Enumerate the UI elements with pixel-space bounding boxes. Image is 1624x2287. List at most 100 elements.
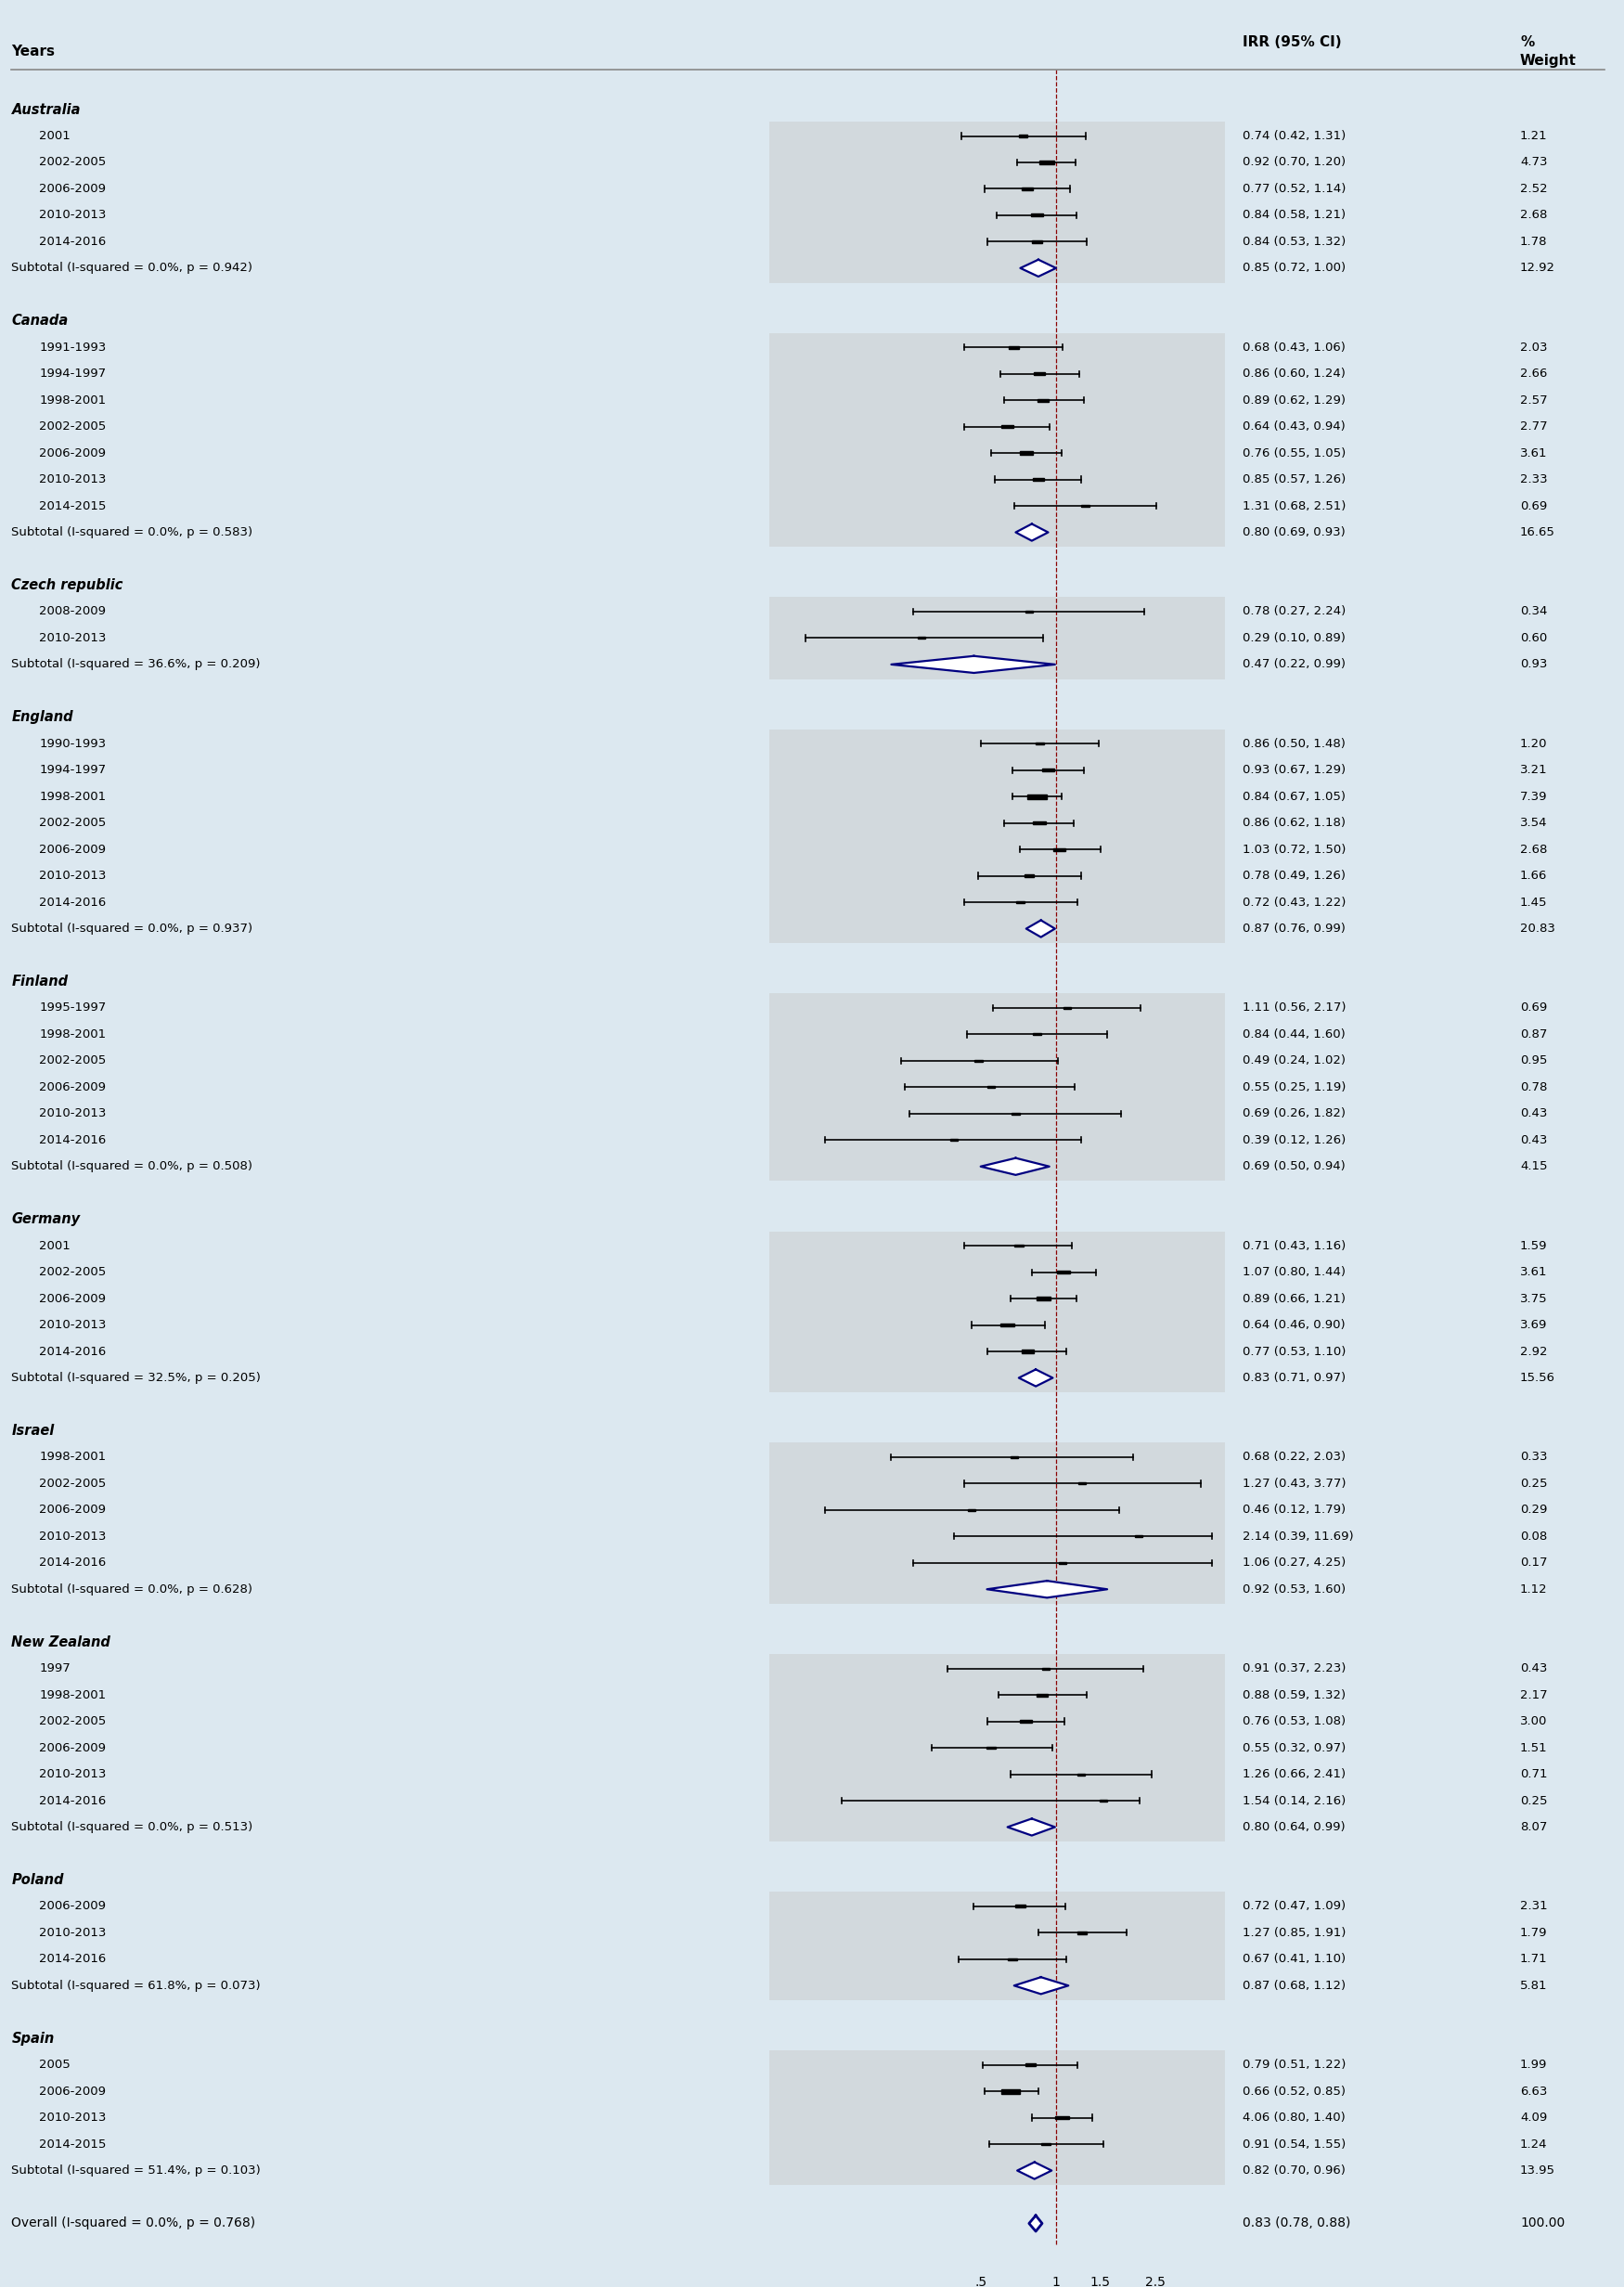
- Bar: [1020, 451, 1033, 455]
- Text: 0.74 (0.42, 1.31): 0.74 (0.42, 1.31): [1242, 130, 1346, 142]
- Bar: [1009, 345, 1020, 348]
- Text: 0.71 (0.43, 1.16): 0.71 (0.43, 1.16): [1242, 1240, 1346, 1251]
- Text: 0.82 (0.70, 0.96): 0.82 (0.70, 0.96): [1242, 2164, 1346, 2177]
- Text: 2014-2016: 2014-2016: [39, 236, 106, 247]
- Polygon shape: [1015, 524, 1047, 540]
- Text: 1.71: 1.71: [1520, 1953, 1548, 1965]
- Text: 3.00: 3.00: [1520, 1715, 1548, 1727]
- Text: 0.55 (0.32, 0.97): 0.55 (0.32, 0.97): [1242, 1743, 1346, 1754]
- Text: 2010-2013: 2010-2013: [39, 208, 107, 222]
- Text: 2006-2009: 2006-2009: [39, 1743, 106, 1754]
- Text: 0.76 (0.55, 1.05): 0.76 (0.55, 1.05): [1242, 446, 1346, 460]
- Bar: [1056, 2115, 1070, 2120]
- Text: 4.15: 4.15: [1520, 1160, 1548, 1173]
- Text: Subtotal (I-squared = 36.6%, p = 0.209): Subtotal (I-squared = 36.6%, p = 0.209): [11, 659, 261, 670]
- Text: 1997: 1997: [39, 1663, 70, 1674]
- Text: 1998-2001: 1998-2001: [39, 393, 106, 407]
- Bar: [1021, 1349, 1033, 1354]
- Polygon shape: [1013, 1978, 1069, 1994]
- Bar: [768, 1443, 1224, 1603]
- Bar: [1020, 1720, 1033, 1722]
- Text: 0.64 (0.46, 0.90): 0.64 (0.46, 0.90): [1242, 1320, 1346, 1331]
- Text: 3.75: 3.75: [1520, 1292, 1548, 1304]
- Text: 1998-2001: 1998-2001: [39, 1452, 106, 1464]
- Text: 0.08: 0.08: [1520, 1530, 1548, 1541]
- Text: 1.11 (0.56, 2.17): 1.11 (0.56, 2.17): [1242, 1002, 1346, 1013]
- Text: 0.29 (0.10, 0.89): 0.29 (0.10, 0.89): [1242, 631, 1346, 645]
- Text: 2002-2005: 2002-2005: [39, 1267, 106, 1278]
- Bar: [768, 1891, 1224, 2001]
- Text: Subtotal (I-squared = 0.0%, p = 0.937): Subtotal (I-squared = 0.0%, p = 0.937): [11, 922, 253, 935]
- Text: 0.85 (0.72, 1.00): 0.85 (0.72, 1.00): [1242, 263, 1346, 274]
- Text: 2.92: 2.92: [1520, 1345, 1548, 1358]
- Text: 1.03 (0.72, 1.50): 1.03 (0.72, 1.50): [1242, 844, 1346, 855]
- Polygon shape: [987, 1580, 1108, 1599]
- Text: 1.24: 1.24: [1520, 2138, 1548, 2150]
- Polygon shape: [1018, 1370, 1052, 1386]
- Text: 0.55 (0.25, 1.19): 0.55 (0.25, 1.19): [1242, 1082, 1346, 1093]
- Text: 15.56: 15.56: [1520, 1372, 1556, 1384]
- Text: Overall (I-squared = 0.0%, p = 0.768): Overall (I-squared = 0.0%, p = 0.768): [11, 2216, 255, 2230]
- Text: 0.92 (0.53, 1.60): 0.92 (0.53, 1.60): [1242, 1583, 1346, 1596]
- Text: 0.91 (0.37, 2.23): 0.91 (0.37, 2.23): [1242, 1663, 1346, 1674]
- Text: 3.69: 3.69: [1520, 1320, 1548, 1331]
- Text: 2001: 2001: [39, 130, 70, 142]
- Text: 1995-1997: 1995-1997: [39, 1002, 106, 1013]
- Bar: [1002, 425, 1013, 428]
- Text: 0.87 (0.76, 0.99): 0.87 (0.76, 0.99): [1242, 922, 1346, 935]
- Text: 2010-2013: 2010-2013: [39, 631, 107, 645]
- Text: 0.88 (0.59, 1.32): 0.88 (0.59, 1.32): [1242, 1688, 1346, 1702]
- Text: 0.84 (0.58, 1.21): 0.84 (0.58, 1.21): [1242, 208, 1346, 222]
- Text: 1998-2001: 1998-2001: [39, 1688, 106, 1702]
- Text: 0.83 (0.71, 0.97): 0.83 (0.71, 0.97): [1242, 1372, 1346, 1384]
- Text: 2014-2016: 2014-2016: [39, 1953, 106, 1965]
- Text: 2010-2013: 2010-2013: [39, 473, 107, 485]
- Bar: [1021, 188, 1033, 190]
- Polygon shape: [1007, 1818, 1056, 1836]
- Text: 0.79 (0.51, 1.22): 0.79 (0.51, 1.22): [1242, 2058, 1346, 2072]
- Text: 1.59: 1.59: [1520, 1240, 1548, 1251]
- Text: 2008-2009: 2008-2009: [39, 606, 106, 617]
- Text: IRR (95% CI): IRR (95% CI): [1242, 34, 1341, 48]
- Text: 2001: 2001: [39, 1240, 70, 1251]
- Text: 2014-2016: 2014-2016: [39, 1345, 106, 1358]
- Text: 4.73: 4.73: [1520, 156, 1548, 169]
- Text: 2006-2009: 2006-2009: [39, 1505, 106, 1516]
- Text: 2014-2016: 2014-2016: [39, 1134, 106, 1146]
- Text: 1.21: 1.21: [1520, 130, 1548, 142]
- Text: Germany: Germany: [11, 1212, 80, 1226]
- Text: 1.51: 1.51: [1520, 1743, 1548, 1754]
- Text: 0.78 (0.27, 2.24): 0.78 (0.27, 2.24): [1242, 606, 1346, 617]
- Text: 0.25: 0.25: [1520, 1477, 1548, 1489]
- Text: 0.72 (0.43, 1.22): 0.72 (0.43, 1.22): [1242, 897, 1346, 908]
- Text: 13.95: 13.95: [1520, 2164, 1556, 2177]
- Text: 2006-2009: 2006-2009: [39, 1082, 106, 1093]
- Text: New Zealand: New Zealand: [11, 1635, 110, 1649]
- Text: 2.17: 2.17: [1520, 1688, 1548, 1702]
- Text: Years: Years: [11, 43, 55, 59]
- Text: 0.86 (0.62, 1.18): 0.86 (0.62, 1.18): [1242, 816, 1346, 828]
- Text: 1.66: 1.66: [1520, 869, 1548, 883]
- Text: 1990-1993: 1990-1993: [39, 739, 106, 750]
- Bar: [768, 2051, 1224, 2184]
- Text: 3.61: 3.61: [1520, 446, 1548, 460]
- Text: 0.43: 0.43: [1520, 1107, 1548, 1121]
- Text: 2014-2016: 2014-2016: [39, 1795, 106, 1807]
- Text: Australia: Australia: [11, 103, 81, 117]
- Text: 0.33: 0.33: [1520, 1452, 1548, 1464]
- Text: 0.91 (0.54, 1.55): 0.91 (0.54, 1.55): [1242, 2138, 1346, 2150]
- Text: 2010-2013: 2010-2013: [39, 1768, 107, 1779]
- Text: 0.76 (0.53, 1.08): 0.76 (0.53, 1.08): [1242, 1715, 1346, 1727]
- Text: 3.21: 3.21: [1520, 764, 1548, 775]
- Text: 12.92: 12.92: [1520, 263, 1556, 274]
- Text: 2.52: 2.52: [1520, 183, 1548, 194]
- Bar: [768, 121, 1224, 284]
- Bar: [1025, 2063, 1036, 2065]
- Text: 20.83: 20.83: [1520, 922, 1556, 935]
- Text: 2014-2016: 2014-2016: [39, 897, 106, 908]
- Polygon shape: [892, 656, 1056, 672]
- Bar: [1033, 240, 1043, 242]
- Text: 1994-1997: 1994-1997: [39, 764, 106, 775]
- Text: 2002-2005: 2002-2005: [39, 1715, 106, 1727]
- Text: England: England: [11, 711, 73, 725]
